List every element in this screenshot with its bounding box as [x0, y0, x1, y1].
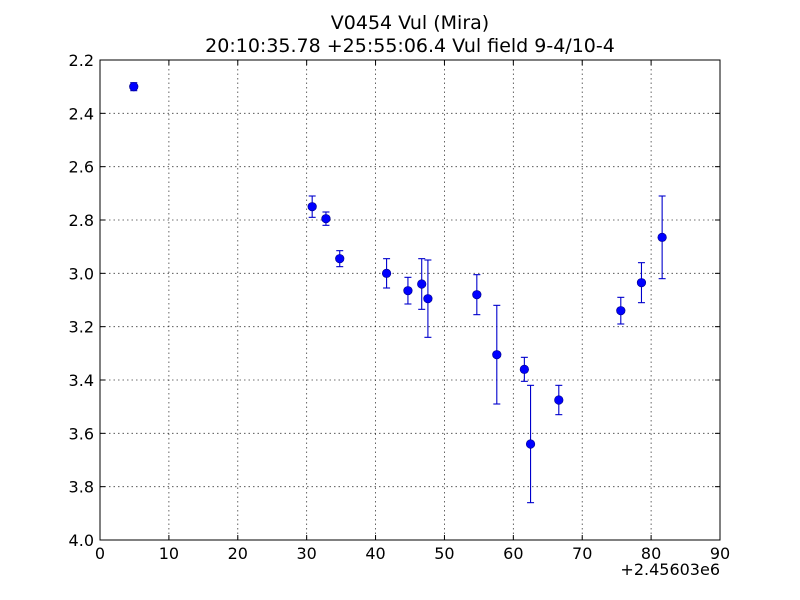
data-point [321, 214, 331, 224]
data-point [403, 286, 413, 296]
data-point-group [616, 296, 626, 325]
data-point [381, 268, 392, 278]
data-point-group [417, 258, 427, 310]
data-point [492, 350, 502, 360]
x-tick-label: 50 [434, 544, 454, 563]
y-tick-labels: 2.2 2.4 2.6 2.8 3.0 3.2 3.4 3.6 3.8 4.0 [69, 51, 94, 550]
y-tick-label: 3.4 [69, 371, 94, 390]
data-point [417, 279, 427, 289]
x-offset-label: +2.45603e6 [620, 560, 720, 579]
data-point [129, 82, 139, 92]
x-tick-label: 0 [95, 544, 105, 563]
data-point [519, 364, 529, 374]
data-point-group [335, 250, 345, 268]
data-point-group [554, 384, 564, 416]
data-point-group [525, 384, 536, 504]
data-point-group [307, 195, 317, 218]
x-tick-label: 30 [296, 544, 316, 563]
y-tick-label: 3.8 [69, 478, 94, 497]
x-tick-label: 90 [710, 544, 730, 563]
x-tick-label: 20 [228, 544, 248, 563]
y-tick-label: 3.0 [69, 264, 94, 283]
x-tick-label: 40 [365, 544, 385, 563]
data-point [472, 290, 482, 300]
data-point [307, 202, 317, 212]
data-point [636, 278, 647, 288]
data-point-group [423, 259, 433, 338]
data-point-group [657, 195, 667, 280]
x-tick-label: 60 [503, 544, 523, 563]
y-tick-label: 2.4 [69, 104, 94, 123]
chart-title: V0454 Vul (Mira) [331, 12, 489, 34]
data-point-group [403, 276, 413, 305]
data-point-group [381, 258, 392, 289]
data-point-group [636, 262, 647, 304]
x-tick-labels: 0 10 20 30 40 50 60 70 80 90 [95, 544, 730, 563]
x-tick-label: 70 [572, 544, 592, 563]
y-tick-label: 2.8 [69, 211, 94, 230]
chart-subtitle: 20:10:35.78 +25:55:06.4 Vul field 9-4/10… [205, 35, 615, 57]
data-point [554, 395, 564, 405]
grid [100, 60, 720, 540]
data-point [525, 439, 536, 449]
y-tick-label: 3.2 [69, 318, 94, 337]
y-tick-label: 3.6 [69, 424, 94, 443]
data-point-group [321, 211, 331, 226]
data-point-group [519, 356, 529, 382]
data-point [616, 306, 626, 316]
x-tick-label: 10 [159, 544, 179, 563]
plot-frame [99, 59, 721, 541]
data-point [335, 254, 345, 264]
x-tick-label: 80 [641, 544, 661, 563]
axis-ticks [99, 59, 721, 541]
data-point-group [492, 304, 502, 405]
data-point-group [129, 82, 139, 92]
y-tick-label: 2.6 [69, 158, 94, 177]
data-series [129, 82, 667, 504]
y-tick-label: 4.0 [69, 531, 94, 550]
data-point [423, 294, 433, 304]
y-tick-label: 2.2 [69, 51, 94, 70]
data-point [657, 232, 667, 242]
data-point-group [472, 274, 482, 316]
